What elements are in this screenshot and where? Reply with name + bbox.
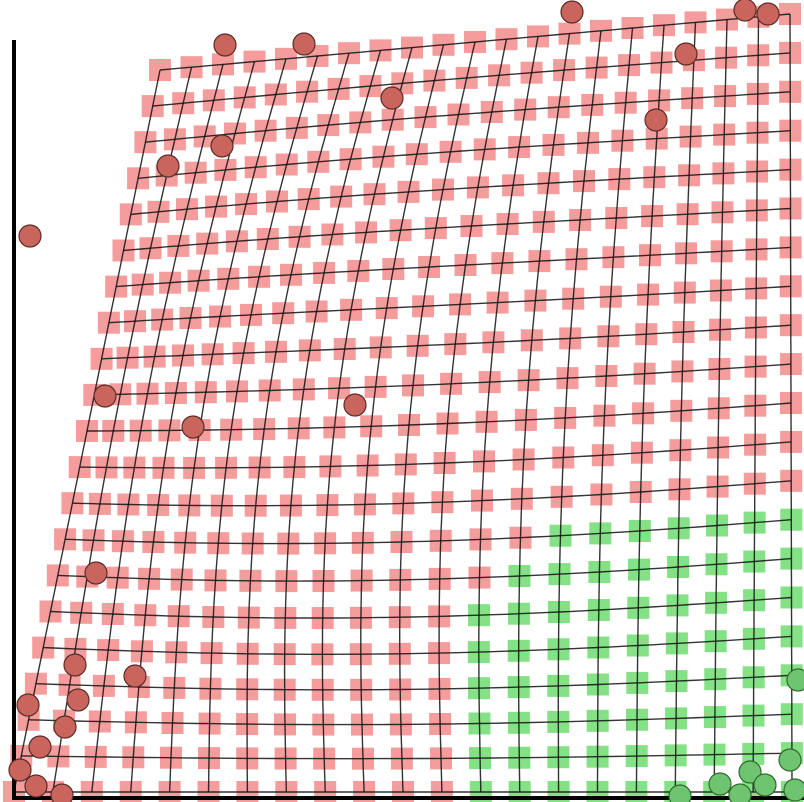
grid-line-horizontal bbox=[79, 441, 792, 469]
red-circle-point bbox=[560, 0, 584, 24]
red-circle-point bbox=[380, 86, 404, 110]
grid-line-horizontal bbox=[87, 402, 792, 432]
red-circle-point bbox=[8, 758, 32, 782]
red-circle-point bbox=[63, 653, 87, 677]
grid-line-vertical bbox=[596, 27, 634, 792]
red-circle-point bbox=[93, 384, 117, 408]
red-circle-point bbox=[18, 224, 42, 248]
red-circle-point bbox=[343, 393, 367, 417]
red-circle-point bbox=[24, 774, 48, 798]
green-circle-point bbox=[786, 668, 804, 692]
grid-line-vertical bbox=[517, 33, 571, 793]
grid-line-horizontal bbox=[50, 596, 792, 619]
green-circle-point bbox=[668, 784, 692, 802]
red-circle-point bbox=[66, 688, 90, 712]
grid-line-horizontal bbox=[57, 557, 792, 582]
grid-line-horizontal bbox=[35, 674, 792, 691]
grid-line-vertical bbox=[438, 39, 508, 793]
grid-line-vertical bbox=[789, 14, 793, 792]
red-circle-point bbox=[156, 154, 180, 178]
grid-line-horizontal bbox=[43, 635, 792, 655]
red-circle-point bbox=[181, 415, 205, 439]
red-circle-point bbox=[213, 33, 237, 57]
grid-line-horizontal bbox=[21, 752, 792, 760]
red-circle-point bbox=[644, 108, 668, 132]
green-circle-point bbox=[708, 772, 732, 796]
grid-line-vertical bbox=[557, 30, 602, 793]
red-circle-point bbox=[292, 32, 316, 56]
grid-line-horizontal bbox=[65, 519, 792, 545]
green-circle-point bbox=[728, 783, 752, 802]
green-circle-point bbox=[778, 748, 802, 772]
grid-line-vertical bbox=[752, 16, 760, 793]
red-circle-point bbox=[53, 715, 77, 739]
grid-line-horizontal bbox=[72, 480, 792, 507]
red-circle-point bbox=[84, 561, 108, 585]
red-circle-point bbox=[123, 664, 147, 688]
red-circle-point bbox=[733, 0, 757, 22]
grid-line-horizontal bbox=[28, 713, 792, 726]
grid-line-vertical bbox=[713, 19, 728, 793]
circle-points-layer bbox=[8, 0, 804, 802]
green-circle-point bbox=[738, 760, 762, 784]
grid-line-vertical bbox=[635, 25, 665, 793]
red-circle-point bbox=[756, 2, 780, 26]
grid-line-vertical bbox=[478, 36, 539, 793]
green-circle-point bbox=[783, 778, 804, 802]
red-circle-point bbox=[16, 693, 40, 717]
warped-grid-layer bbox=[12, 13, 804, 800]
red-circle-point bbox=[674, 42, 698, 66]
grid-line-vertical bbox=[674, 22, 697, 793]
red-circle-point bbox=[210, 134, 234, 158]
red-circle-point bbox=[28, 735, 52, 759]
red-circle-point bbox=[50, 783, 74, 802]
green-circle-point bbox=[753, 773, 777, 797]
